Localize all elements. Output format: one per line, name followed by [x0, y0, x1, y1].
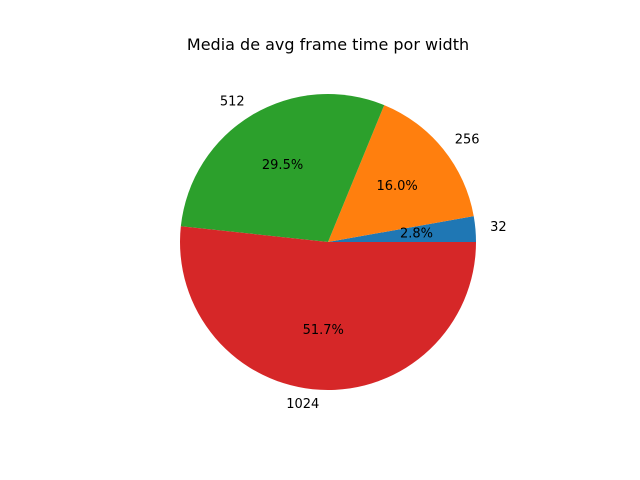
slice-label-1024: 1024 [286, 397, 319, 412]
slice-label-512: 512 [220, 95, 245, 110]
slice-percent-256: 16.0% [376, 179, 417, 194]
pie-slice-32 [328, 216, 476, 242]
pie-slices [180, 94, 476, 390]
pie-slice-1024 [180, 226, 476, 390]
slice-label-256: 256 [455, 132, 480, 147]
chart-title: Media de avg frame time por width [187, 35, 469, 54]
pie-labels: 32 2.8% 256 16.0% 512 29.5% 1024 51.7% [220, 95, 507, 412]
slice-percent-32: 2.8% [400, 227, 433, 242]
slice-percent-512: 29.5% [262, 158, 303, 173]
slice-percent-1024: 51.7% [303, 323, 344, 338]
slice-label-32: 32 [490, 220, 507, 235]
pie-slice-256 [328, 105, 474, 243]
pie-slice-512 [180, 94, 385, 242]
